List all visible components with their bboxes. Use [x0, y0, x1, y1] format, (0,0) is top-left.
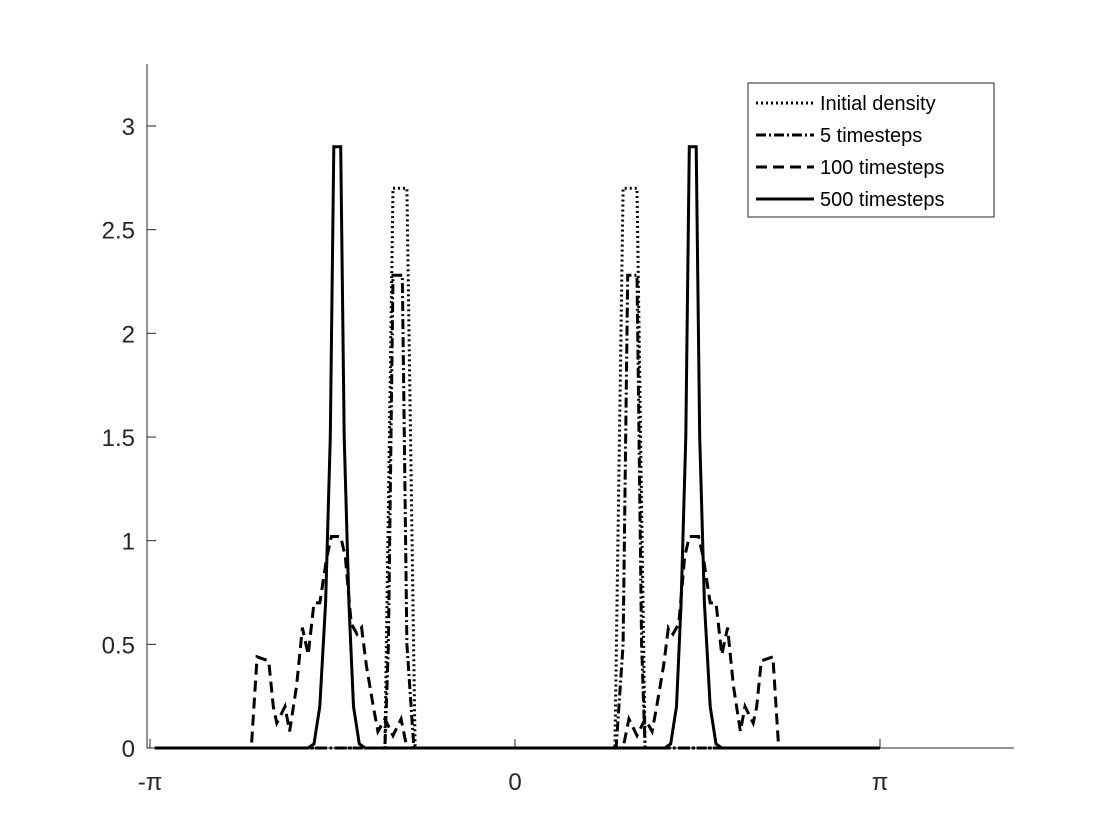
y-tick-label: 0.5 [102, 632, 135, 659]
series-line-3 [154, 535, 880, 750]
legend-label-1: Initial density [820, 93, 936, 115]
legend-label-2: 5 timesteps [820, 125, 922, 147]
legend-label-4: 500 timesteps [820, 189, 945, 211]
y-tick-label: 1.5 [102, 425, 135, 452]
axes: 00.511.522.53-π 0 π [102, 64, 1014, 796]
series-line-4 [154, 145, 880, 750]
series-line-1 [154, 186, 880, 750]
y-tick-label: 0 [122, 736, 135, 763]
x-tick-label: -π [138, 769, 163, 796]
plot-area [154, 145, 880, 750]
x-tick-label: 0 [508, 769, 521, 796]
y-tick-label: 1 [122, 529, 135, 556]
legend: Initial density 5 timesteps 100 timesteps 5… [747, 82, 995, 218]
y-tick-label: 3 [122, 114, 135, 141]
x-tick-label: π [872, 769, 889, 796]
legend-box [747, 82, 995, 218]
legend-label-3: 100 timesteps [820, 157, 945, 179]
y-tick-label: 2.5 [102, 218, 135, 245]
series-line-2 [154, 273, 880, 750]
y-tick-label: 2 [122, 321, 135, 348]
